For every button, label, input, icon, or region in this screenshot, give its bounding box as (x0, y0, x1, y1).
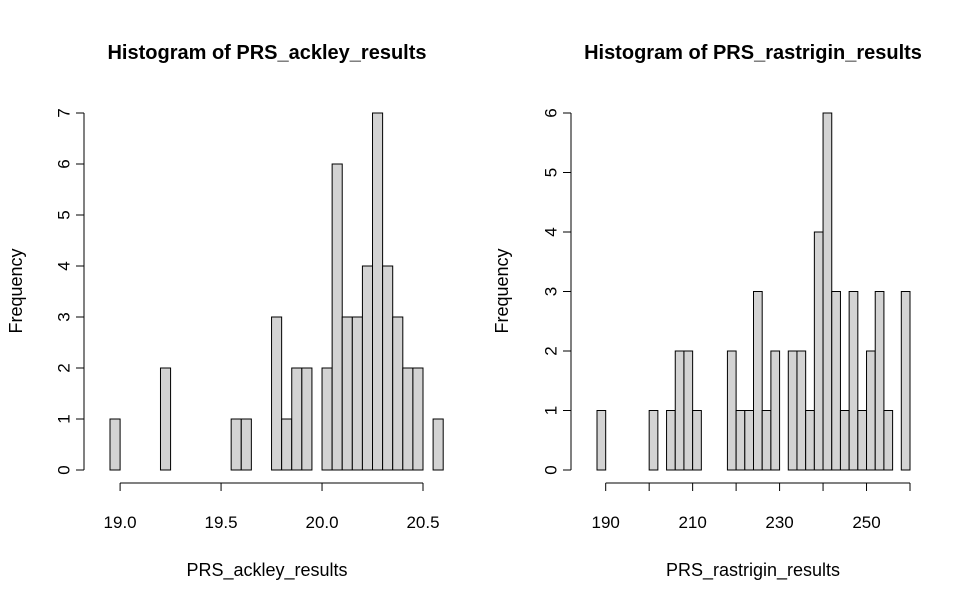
rastrigin-bar (839, 410, 850, 471)
ackley-x-tick-label: 19.5 (205, 513, 238, 532)
ackley-bar (392, 316, 404, 471)
rastrigin-y-tick-label: 6 (542, 108, 561, 117)
rastrigin-y-tick-label: 2 (542, 346, 561, 355)
ackley-y-tick-label: 2 (55, 363, 74, 372)
ackley-y-axis-label: Frequency (6, 248, 26, 333)
ackley-bar (281, 418, 293, 471)
rastrigin-bar (666, 410, 676, 471)
ackley-bar (159, 367, 172, 471)
ackley-y-tick-label: 5 (55, 210, 74, 219)
ackley-histogram-panel: Histogram of PRS_ackley_results PRS_ackl… (6, 42, 444, 581)
ackley-bar (402, 367, 414, 471)
rastrigin-bar (822, 112, 833, 471)
ackley-y-tick-label: 6 (55, 159, 74, 168)
ackley-bar (301, 367, 313, 471)
rastrigin-y-axis: 0 1 2 3 4 5 6 (542, 108, 572, 475)
rastrigin-bar (683, 350, 694, 471)
rastrigin-bar (796, 350, 807, 471)
ackley-y-tick-label: 7 (55, 108, 74, 117)
rastrigin-y-axis-label: Frequency (492, 248, 512, 333)
ackley-bar (372, 112, 384, 471)
rastrigin-bar (770, 350, 781, 471)
rastrigin-bar (735, 410, 746, 471)
rastrigin-x-axis-label: PRS_rastrigin_results (666, 560, 840, 581)
rastrigin-y-tick-label: 1 (542, 406, 561, 415)
ackley-bar (321, 367, 333, 471)
ackley-x-tick-label: 20.5 (406, 513, 439, 532)
ackley-bar (230, 418, 242, 471)
ackley-bars (109, 112, 444, 471)
ackley-x-axis-label: PRS_ackley_results (186, 560, 347, 581)
rastrigin-bar (813, 231, 824, 471)
rastrigin-histogram-panel: Histogram of PRS_rastrigin_results PRS_r… (492, 42, 922, 581)
rastrigin-bar (866, 350, 876, 471)
ackley-x-tick-label: 20.0 (305, 513, 338, 532)
rastrigin-bar (596, 410, 607, 471)
ackley-bar (271, 316, 283, 471)
ackley-bar (382, 265, 394, 471)
rastrigin-bar (674, 350, 685, 471)
rastrigin-bar (805, 410, 815, 471)
rastrigin-bar (692, 410, 702, 471)
ackley-bar (412, 367, 424, 471)
rastrigin-bars (596, 112, 911, 471)
rastrigin-bar (648, 410, 659, 471)
ackley-y-tick-label: 0 (55, 465, 74, 474)
rastrigin-bar (753, 291, 763, 471)
rastrigin-y-tick-label: 5 (542, 168, 561, 177)
rastrigin-bar (744, 410, 754, 471)
rastrigin-bar (831, 291, 841, 471)
rastrigin-y-tick-label: 0 (542, 465, 561, 474)
ackley-bar (432, 418, 444, 471)
ackley-x-tick-label: 19.0 (104, 513, 137, 532)
rastrigin-y-tick-label: 4 (542, 227, 561, 236)
ackley-bar (351, 316, 363, 471)
rastrigin-bar (848, 291, 859, 471)
rastrigin-bar (900, 291, 911, 471)
ackley-bar (331, 163, 343, 471)
rastrigin-x-tick-label: 250 (852, 513, 880, 532)
ackley-bar (341, 316, 353, 471)
rastrigin-bar (726, 350, 737, 471)
ackley-y-axis: 0 1 2 3 4 5 6 7 (55, 108, 85, 475)
ackley-histogram-title: Histogram of PRS_ackley_results (107, 42, 426, 64)
ackley-bar (361, 265, 374, 471)
rastrigin-bar (857, 410, 868, 471)
rastrigin-x-tick-label: 210 (678, 513, 706, 532)
rastrigin-x-tick-label: 190 (592, 513, 620, 532)
rastrigin-histogram-title: Histogram of PRS_rastrigin_results (584, 42, 922, 64)
ackley-x-axis: 19.0 19.5 20.0 20.5 (104, 482, 440, 532)
rastrigin-x-axis: 190 210 230 250 (592, 482, 911, 532)
ackley-bar (109, 418, 121, 471)
ackley-y-tick-label: 3 (55, 312, 74, 321)
rastrigin-bar (761, 410, 772, 471)
ackley-y-tick-label: 1 (55, 414, 74, 423)
ackley-bar (240, 418, 252, 471)
rastrigin-bar (883, 410, 894, 471)
rastrigin-y-tick-label: 3 (542, 287, 561, 296)
rastrigin-bar (874, 291, 885, 471)
ackley-bar (291, 367, 303, 471)
rastrigin-x-tick-label: 230 (765, 513, 793, 532)
rastrigin-bar (787, 350, 798, 471)
ackley-y-tick-label: 4 (55, 261, 74, 270)
